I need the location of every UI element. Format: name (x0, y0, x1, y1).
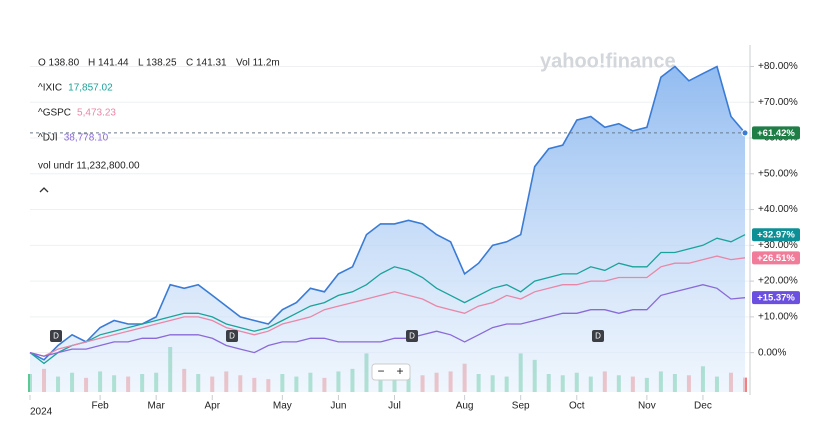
last-point (741, 129, 749, 137)
x-tick-label: Feb (91, 401, 109, 412)
line (29, 255, 746, 357)
zoom-out[interactable]: − (377, 364, 384, 378)
value-badge (752, 228, 800, 242)
y-tick-label: +30.00% (758, 240, 798, 251)
logo: yahoo!finance (540, 50, 676, 72)
collapse-icon[interactable] (39, 187, 49, 193)
quote-high: H 141.44 (88, 58, 129, 69)
value-label: +61.42% (757, 128, 795, 139)
legend-name: ^DJI (38, 133, 58, 144)
x-tick-label: Dec (694, 401, 712, 412)
legend-value: 17,857.02 (68, 83, 113, 94)
value-label: +15.37% (757, 293, 795, 304)
dividend-marker[interactable] (406, 330, 418, 342)
legend-name: ^GSPC (38, 108, 71, 119)
axes: 0.00% +10.00% +20.00% +30.00% +40.00% +50.00%… (29, 45, 800, 418)
y-tick-label: +40.00% (758, 204, 798, 215)
y-tick-label: +80.00% (758, 61, 798, 72)
value-badge (752, 126, 800, 140)
x-tick-label: Oct (569, 401, 585, 412)
legend-name: ^IXIC (38, 83, 62, 94)
quote-low: L 138.25 (138, 58, 177, 69)
x-tick-label: Nov (638, 401, 656, 412)
quote-close: C 141.31 (186, 58, 227, 69)
x-tick-label: May (273, 401, 292, 412)
quote-open: O 138.80 (38, 58, 80, 69)
zoom-controls: − + (371, 363, 411, 381)
dividend-marker[interactable] (592, 330, 604, 342)
value-label: +26.51% (757, 253, 795, 264)
line (29, 284, 746, 357)
legend-value: 38,778.10 (64, 133, 109, 144)
dividend-marker[interactable] (50, 330, 62, 342)
y-tick-label: +50.00% (758, 168, 798, 179)
x-tick-label: Jul (388, 401, 401, 412)
x-tick-label: Mar (148, 401, 166, 412)
dividend-label: D (53, 332, 59, 341)
x-tick-label: Apr (204, 401, 220, 412)
line (29, 65, 746, 361)
quote: O 138.80 H 141.44 L 138.25 C 141.31 Vol … (38, 58, 280, 69)
x-tick-label: Aug (456, 401, 474, 412)
x-tick-label: Jun (330, 401, 346, 412)
value-badge (752, 251, 800, 265)
volume-legend: vol undr 11,232,800.00 (38, 161, 140, 172)
dividend-marker[interactable] (226, 330, 238, 342)
value-badge (752, 291, 800, 305)
x-tick-label: Sep (512, 401, 530, 412)
y-tick-label: +70.00% (758, 97, 798, 108)
dividend-label: D (229, 332, 235, 341)
dividends: D D D D (50, 330, 604, 342)
value-label: +32.97% (757, 230, 795, 241)
dividend-label: D (409, 332, 415, 341)
area (30, 66, 745, 392)
line (29, 234, 746, 365)
plot (29, 65, 750, 392)
y-tick-label: +20.00% (758, 276, 798, 287)
grid (30, 65, 750, 354)
zoom-box (371, 363, 411, 381)
quote-volume: Vol 11.2m (236, 58, 280, 69)
y-tick-label: 0.00% (758, 347, 786, 358)
zoom-in[interactable]: + (396, 364, 403, 378)
y-tick-label: +10.00% (758, 312, 798, 323)
dividend-label: D (595, 332, 601, 341)
x-tick-label: 2024 (30, 407, 53, 418)
legend-value: 5,473.23 (77, 108, 116, 119)
